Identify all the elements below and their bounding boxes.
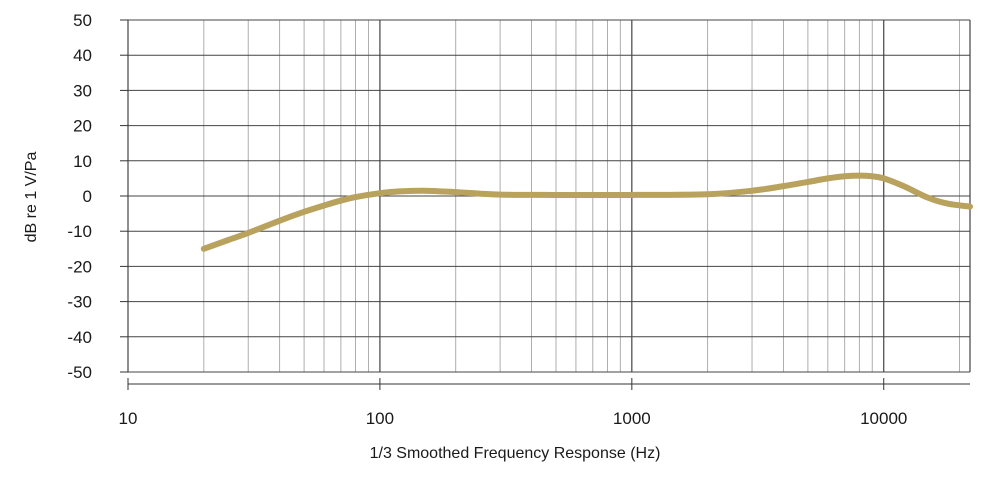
y-tick-label: -50 bbox=[67, 363, 92, 382]
x-tick-label: 10000 bbox=[860, 409, 907, 428]
frequency-response-line bbox=[200, 172, 973, 252]
y-tick-label: -30 bbox=[67, 293, 92, 312]
y-tick-label: -40 bbox=[67, 328, 92, 347]
y-tick-label: 10 bbox=[73, 152, 92, 171]
y-tick-label: 40 bbox=[73, 46, 92, 65]
y-axis-label: dB re 1 V/Pa bbox=[23, 152, 40, 243]
y-tick-label: 50 bbox=[73, 11, 92, 30]
x-tick-label: 100 bbox=[366, 409, 394, 428]
axes bbox=[120, 19, 970, 390]
series-layer bbox=[200, 172, 973, 252]
x-tick-label: 1000 bbox=[613, 409, 651, 428]
y-tick-label: -20 bbox=[67, 257, 92, 276]
x-tick-label: 10 bbox=[119, 409, 138, 428]
y-tick-label: 30 bbox=[73, 81, 92, 100]
y-tick-label: 20 bbox=[73, 117, 92, 136]
y-tick-label: 0 bbox=[83, 187, 92, 206]
x-axis-label: 1/3 Smoothed Frequency Response (Hz) bbox=[370, 445, 661, 462]
y-tick-label: -10 bbox=[67, 222, 92, 241]
